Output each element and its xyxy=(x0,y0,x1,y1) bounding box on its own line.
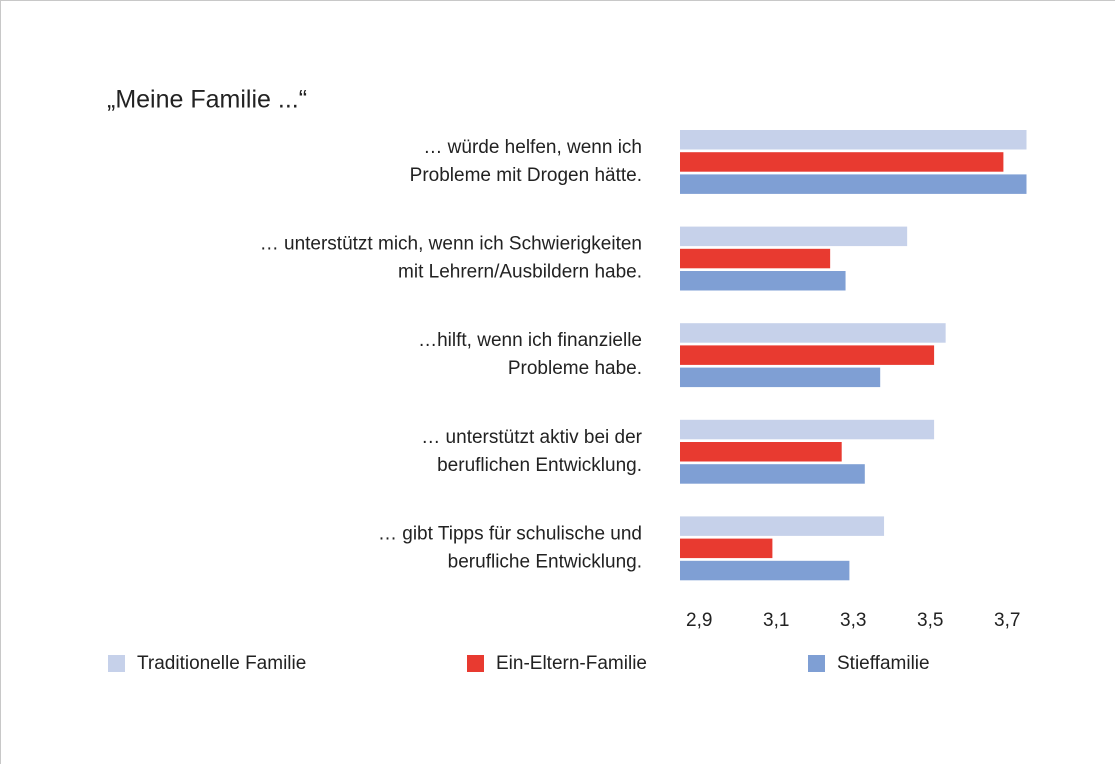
legend-swatch xyxy=(108,655,125,672)
x-tick-label: 3,1 xyxy=(763,610,789,631)
category-label: … würde helfen, wenn ich Probleme mit Dro… xyxy=(410,137,642,186)
legend-swatch xyxy=(808,655,825,672)
bar xyxy=(680,226,908,247)
category-line: mit Lehrern/Ausbildern habe. xyxy=(398,262,642,283)
category-label: … unterstützt aktiv bei der beruflichen E… xyxy=(421,427,642,476)
bar xyxy=(680,130,1027,150)
bar xyxy=(680,442,842,462)
legend-swatch xyxy=(467,655,484,672)
bar xyxy=(680,538,773,559)
category-line: … unterstützt mich, wenn ich Schwierigke… xyxy=(260,234,642,255)
bar xyxy=(680,152,1004,172)
legend-label: Traditionelle Familie xyxy=(137,653,306,674)
category-label: …hilft, wenn ich finanzielle Probleme hab… xyxy=(418,330,642,379)
x-tick-label: 2,9 xyxy=(686,610,712,631)
category-line: … gibt Tipps für schulische und xyxy=(378,523,642,544)
category-line: beruflichen Entwicklung. xyxy=(437,455,642,476)
category-line: Probleme habe. xyxy=(508,358,642,379)
category-label: … unterstützt mich, wenn ich Schwierigke… xyxy=(260,234,642,283)
legend-label: Stieffamilie xyxy=(837,653,930,674)
category-line: …hilft, wenn ich finanzielle xyxy=(418,330,642,351)
bar xyxy=(680,464,865,484)
category-line: … würde helfen, wenn ich xyxy=(423,137,642,158)
bar xyxy=(680,323,946,343)
x-tick-label: 3,3 xyxy=(840,610,866,631)
x-tick-label: 3,5 xyxy=(917,610,943,631)
category-line: berufliche Entwicklung. xyxy=(448,551,642,572)
category-line: … unterstützt aktiv bei der xyxy=(421,427,642,448)
bar xyxy=(680,367,881,388)
chart-title: „Meine Familie ...“ xyxy=(107,86,307,114)
bar xyxy=(680,560,850,581)
bar xyxy=(680,248,831,269)
bar xyxy=(680,271,846,291)
category-label: … gibt Tipps für schulische und beruflich… xyxy=(378,523,642,572)
bar xyxy=(680,345,935,365)
category-line: Probleme mit Drogen hätte. xyxy=(410,165,642,186)
bar xyxy=(680,516,885,536)
legend-label: Ein-Eltern-Familie xyxy=(496,653,647,674)
bar xyxy=(680,174,1027,194)
bar xyxy=(680,419,935,440)
x-tick-label: 3,7 xyxy=(994,610,1020,631)
